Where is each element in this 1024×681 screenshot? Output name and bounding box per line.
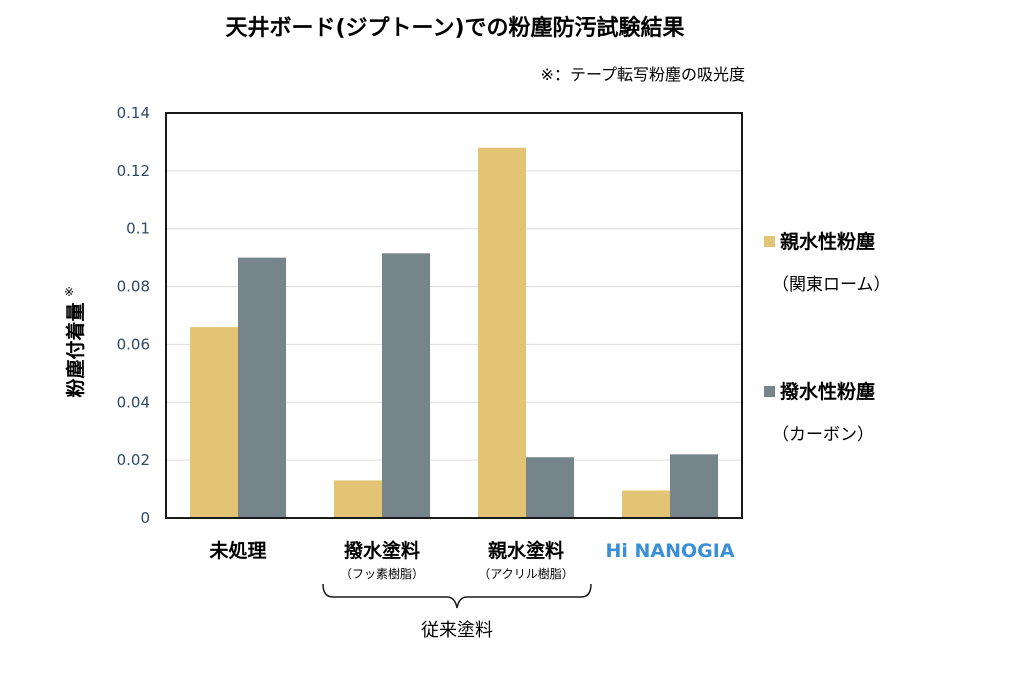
legend-series-subname: （関東ローム） [772, 275, 891, 295]
bar-hydrophobic-3 [670, 454, 718, 518]
y-tick-label: 0.08 [117, 278, 150, 296]
legend-series-name: 撥水性粉塵 [780, 380, 875, 403]
y-axis-label: 粉塵付着量 [64, 302, 87, 397]
y-tick-label: 0.06 [117, 335, 150, 353]
bar-hydrophilic-2 [478, 147, 526, 518]
y-tick-label: 0.02 [117, 451, 150, 469]
y-tick-label: 0.04 [117, 393, 150, 411]
category-sublabel: （フッ素樹脂） [340, 566, 424, 581]
bars [190, 147, 718, 518]
legend-series-name: 親水性粉塵 [780, 230, 875, 253]
y-tick-label: 0 [140, 509, 150, 527]
group-label: 従来塗料 [421, 619, 493, 641]
y-tick-label: 0.12 [117, 162, 150, 180]
category-label: Hi NANOGIA [605, 540, 734, 562]
bar-hydrophilic-3 [622, 490, 670, 518]
bar-hydrophilic-1 [334, 480, 382, 518]
y-tick-label: 0.14 [117, 104, 150, 122]
category-label: 親水塗料 [488, 539, 564, 562]
legend-swatch [764, 236, 775, 247]
group-brace [322, 583, 592, 609]
chart-note: ※：テープ転写粉塵の吸光度 [541, 65, 745, 84]
bar-hydrophobic-0 [238, 257, 286, 518]
chart-title: 天井ボード(ジプトーン)での粉塵防汚試験結果 [225, 15, 684, 41]
category-labels: 未処理 撥水塗料 （フッ素樹脂） 親水塗料 （アクリル樹脂） Hi NANOGIA [208, 539, 734, 581]
y-axis-label-mark: ※ [64, 285, 74, 299]
legend-series-subname: （カーボン） [772, 425, 874, 445]
y-ticks: 0 0.02 0.04 0.06 0.08 0.1 0.12 0.14 [117, 104, 150, 527]
category-label: 撥水塗料 [344, 539, 420, 562]
bar-hydrophobic-2 [526, 457, 574, 518]
legend-swatch [764, 386, 775, 397]
bar-hydrophobic-1 [382, 253, 430, 518]
plot-frame [165, 112, 743, 519]
category-label: 未処理 [208, 539, 266, 562]
y-tick-label: 0.1 [126, 220, 150, 238]
legend: 親水性粉塵 （関東ローム） 撥水性粉塵 （カーボン） [764, 230, 891, 445]
category-sublabel: （アクリル樹脂） [478, 566, 573, 581]
bar-hydrophilic-0 [190, 327, 238, 518]
